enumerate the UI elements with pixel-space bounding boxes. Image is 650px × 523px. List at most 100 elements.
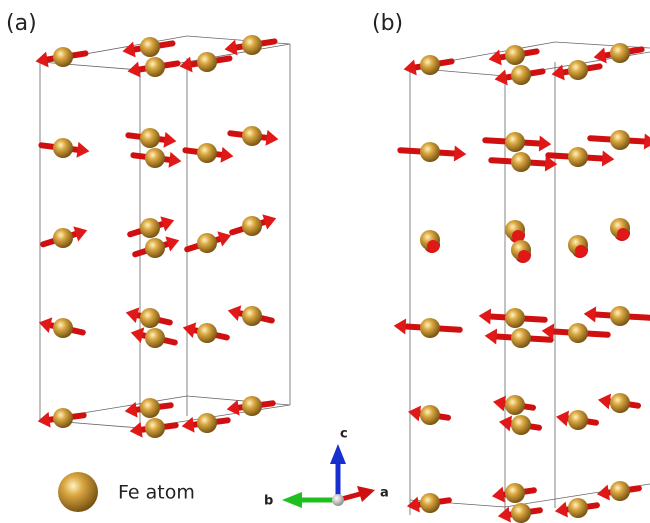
spin-arrow-head	[127, 61, 141, 78]
panel-label: (a)	[6, 11, 37, 36]
spin-arrow-head	[601, 150, 615, 167]
spin-arrow-head	[226, 399, 240, 416]
axis-b-head	[282, 492, 302, 508]
spin-arrow-head	[493, 395, 507, 412]
atom	[610, 481, 630, 501]
atom	[505, 483, 525, 503]
spin-arrow-head	[262, 214, 277, 230]
spin-arrow-head	[453, 145, 467, 162]
atom	[420, 55, 440, 75]
atom	[610, 393, 630, 413]
spin-arrow-head	[551, 64, 565, 81]
atom	[140, 128, 160, 148]
axis-label: b	[264, 494, 273, 509]
spin-arrow-head	[76, 141, 90, 158]
atom	[145, 148, 165, 168]
atoms	[35, 35, 650, 523]
atom	[140, 218, 160, 238]
atom	[53, 318, 73, 338]
spin-arrow-head	[265, 129, 279, 146]
atom	[145, 57, 165, 77]
spin-arrow-head	[583, 306, 597, 323]
spin-arrow-head	[163, 131, 177, 148]
spin-arrow	[575, 245, 587, 257]
spin-arrow	[427, 240, 439, 252]
spin-arrow	[617, 228, 629, 240]
spin-arrow-head	[596, 484, 610, 501]
axis-a-head	[357, 486, 375, 502]
spin-arrow-head	[408, 405, 422, 422]
panel-label: (b)	[372, 11, 403, 36]
atom	[242, 35, 262, 55]
spin-arrow-head	[491, 486, 505, 503]
spin-arrow-head	[406, 496, 420, 513]
atom	[53, 228, 73, 248]
spin-arrow-head	[593, 47, 607, 64]
unit-cells	[39, 35, 650, 518]
atom	[610, 43, 630, 63]
spin-arrow-head	[484, 328, 498, 345]
spin-arrow-head	[130, 327, 145, 343]
spin-arrow-head	[37, 411, 51, 428]
atom	[53, 408, 73, 428]
atom	[53, 138, 73, 158]
atom	[197, 323, 217, 343]
spin-arrow-head	[488, 49, 502, 66]
spin-arrow-head	[179, 56, 193, 73]
spin-arrow-head	[168, 151, 182, 168]
atom	[568, 60, 588, 80]
spin-arrow-head	[217, 231, 232, 247]
atom	[242, 396, 262, 416]
spin-arrow	[518, 250, 530, 262]
atom	[145, 238, 165, 258]
atom	[610, 130, 630, 150]
spin-arrow-head	[393, 318, 407, 335]
atom	[505, 132, 525, 152]
atom	[511, 415, 531, 435]
axis-c-head	[330, 444, 346, 464]
atom	[568, 147, 588, 167]
atom	[140, 398, 160, 418]
atom	[511, 65, 531, 85]
atom	[511, 328, 531, 348]
spin-arrow-head	[220, 146, 234, 163]
atom	[420, 493, 440, 513]
spin-arrow-head	[35, 51, 49, 68]
spin-arrow-head	[181, 416, 195, 433]
atom	[420, 142, 440, 162]
axis-label: c	[340, 427, 348, 442]
atom	[197, 233, 217, 253]
axis-label: a	[380, 486, 389, 501]
spin-arrow-head	[643, 133, 650, 150]
spin-arrow-head	[160, 216, 175, 232]
spin-arrow-head	[165, 236, 180, 252]
atom	[505, 308, 525, 328]
spin-arrow-head	[478, 308, 492, 325]
spin-arrow-head	[227, 305, 242, 321]
spin-arrow	[512, 230, 524, 242]
spin-arrow-head	[544, 155, 558, 172]
atom	[145, 418, 165, 438]
atom	[610, 306, 630, 326]
axis-triad: c b a	[264, 427, 389, 509]
atom	[197, 143, 217, 163]
spin-arrow-head	[125, 307, 140, 323]
atom	[242, 306, 262, 326]
atom	[242, 216, 262, 236]
atom	[568, 498, 588, 518]
spin-arrow-head	[598, 393, 612, 410]
atom	[197, 413, 217, 433]
atom	[242, 126, 262, 146]
atom	[145, 328, 165, 348]
origin	[332, 494, 344, 506]
spin-arrow-head	[182, 322, 197, 338]
atom	[505, 395, 525, 415]
spin-arrow-head	[497, 506, 511, 523]
atom	[420, 405, 440, 425]
legend-label: Fe atom	[118, 482, 195, 504]
spin-arrow-head	[556, 410, 570, 427]
atom	[511, 152, 531, 172]
spin-arrow-head	[499, 415, 513, 432]
atom	[53, 47, 73, 67]
